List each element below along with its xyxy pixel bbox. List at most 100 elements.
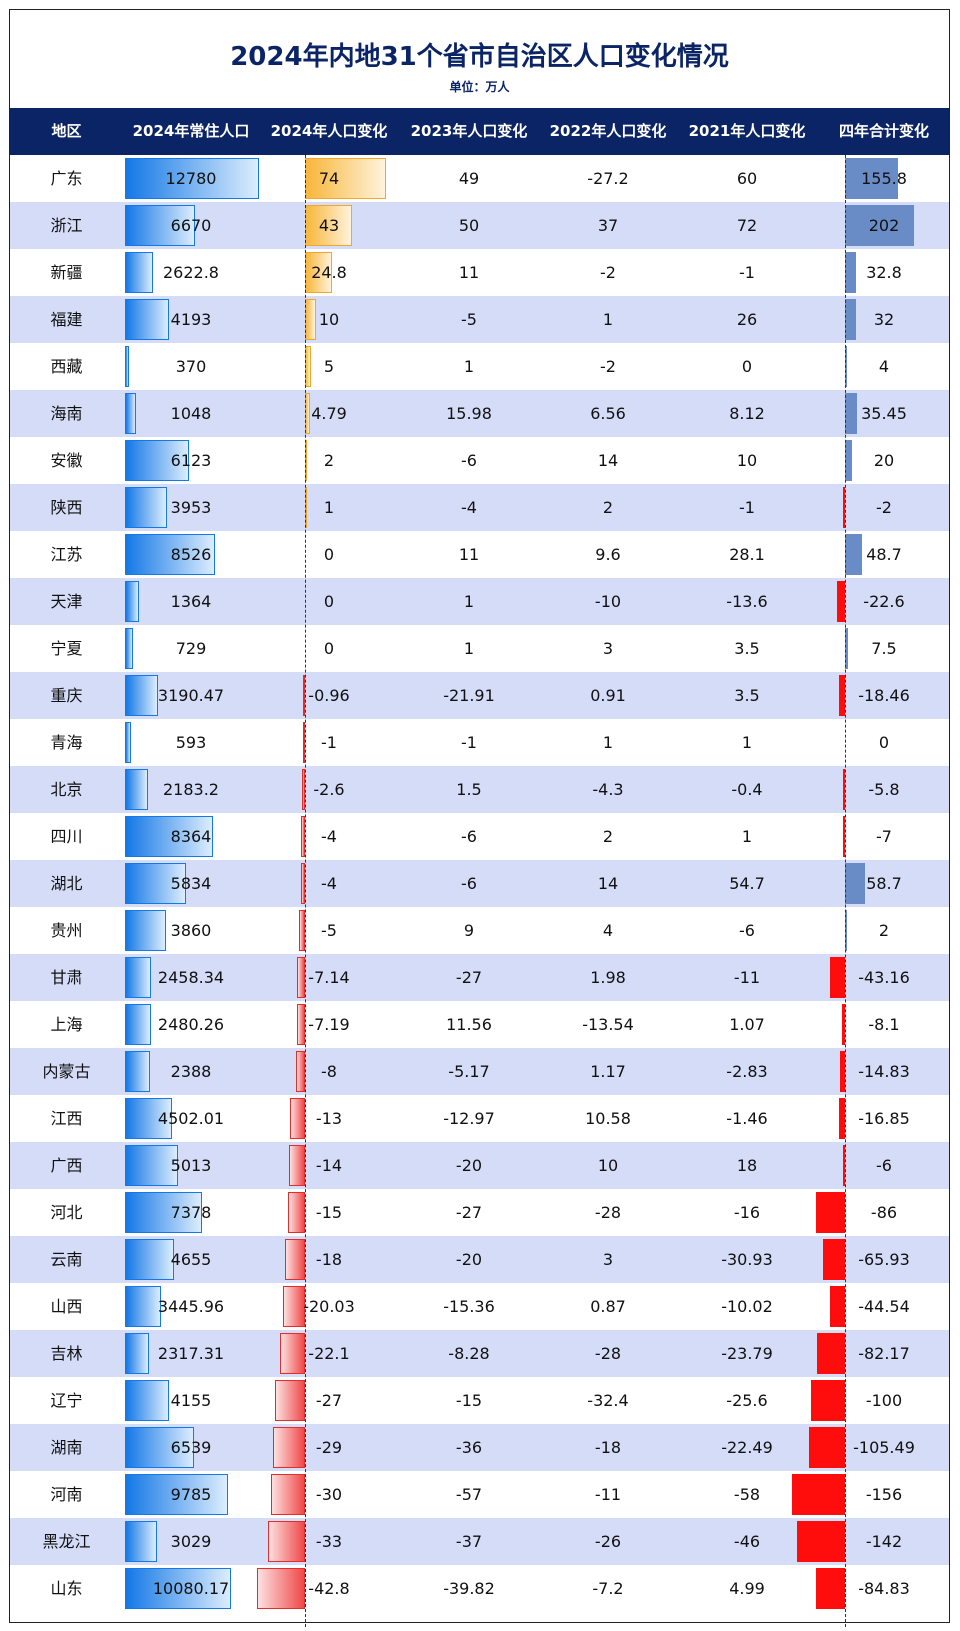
total-change-bar bbox=[845, 158, 898, 199]
population-bar bbox=[125, 1521, 157, 1562]
population-bar bbox=[125, 252, 153, 293]
change-2021-cell: 18 bbox=[736, 1156, 758, 1175]
change-2023-cell: 15.98 bbox=[446, 404, 492, 423]
change-2021-cell: -10.02 bbox=[721, 1297, 773, 1316]
population-cell: 593 bbox=[175, 733, 207, 752]
population-cell: 3190.47 bbox=[157, 686, 225, 705]
change-2024-bar bbox=[274, 1380, 305, 1421]
total-change-cell: -156 bbox=[865, 1485, 903, 1504]
change-2023-cell: -20 bbox=[455, 1250, 483, 1269]
change-2024-bar bbox=[297, 957, 305, 998]
change-2021-cell: 3.5 bbox=[734, 686, 760, 705]
population-cell: 9785 bbox=[170, 1485, 212, 1504]
population-cell: 1048 bbox=[170, 404, 212, 423]
change-2024-cell: -18 bbox=[315, 1250, 343, 1269]
table-row: 青海 593 -1 -1 1 1 0 bbox=[10, 719, 949, 766]
header-change-2022: 2022年人口变化 bbox=[549, 122, 667, 140]
table-row: 河南 9785 -30 -57 -11 -58 -156 bbox=[10, 1471, 949, 1518]
total-change-bar bbox=[816, 1568, 845, 1609]
change-2023-cell: 1 bbox=[463, 357, 475, 376]
population-cell: 7378 bbox=[170, 1203, 212, 1222]
table-row: 新疆 2622.8 24.8 11 -2 -1 32.8 bbox=[10, 249, 949, 296]
unit-subtitle: 单位：万人 bbox=[449, 80, 510, 94]
change-2022-cell: 10 bbox=[597, 1156, 619, 1175]
change-2024-cell: 0 bbox=[323, 545, 335, 564]
change-2023-cell: -21.91 bbox=[443, 686, 495, 705]
change-2024-cell: -30 bbox=[315, 1485, 343, 1504]
change-2021-cell: -1.46 bbox=[726, 1109, 768, 1128]
change-2024-cell: -7.19 bbox=[308, 1015, 350, 1034]
total-change-cell: -5.8 bbox=[868, 780, 900, 799]
change-2024-cell: 0 bbox=[323, 639, 335, 658]
population-cell: 1364 bbox=[170, 592, 212, 611]
population-bar bbox=[125, 675, 159, 716]
change-2023-cell: -6 bbox=[461, 451, 477, 470]
table-row: 浙江 6670 43 50 37 72 202 bbox=[10, 202, 949, 249]
population-cell: 6670 bbox=[170, 216, 212, 235]
change-2024-bar bbox=[299, 910, 305, 951]
region-cell: 吉林 bbox=[50, 1344, 83, 1363]
total-change-cell: -2 bbox=[876, 498, 892, 517]
change-2022-cell: 2 bbox=[602, 827, 614, 846]
population-cell: 10080.17 bbox=[152, 1579, 230, 1598]
change-2022-cell: 1 bbox=[602, 310, 614, 329]
change-2024-cell: -0.96 bbox=[308, 686, 350, 705]
region-cell: 浙江 bbox=[50, 216, 83, 235]
population-bar bbox=[125, 1239, 174, 1280]
population-bar bbox=[125, 1474, 228, 1515]
population-cell: 5834 bbox=[170, 874, 212, 893]
population-bar bbox=[125, 722, 132, 763]
change-2024-cell: -13 bbox=[315, 1109, 343, 1128]
change-2021-cell: -11 bbox=[733, 968, 761, 987]
change-2023-cell: 9 bbox=[463, 921, 475, 940]
total-change-cell: -142 bbox=[865, 1532, 903, 1551]
population-bar bbox=[125, 440, 190, 481]
population-bar bbox=[125, 769, 148, 810]
total-change-bar bbox=[845, 534, 862, 575]
change-2022-cell: 1.98 bbox=[590, 968, 626, 987]
change-2022-cell: 6.56 bbox=[590, 404, 626, 423]
total-change-bar bbox=[843, 487, 845, 528]
total-change-cell: -14.83 bbox=[858, 1062, 910, 1081]
population-bar bbox=[125, 910, 166, 951]
change-2022-cell: -28 bbox=[594, 1203, 622, 1222]
change-2024-cell: 5 bbox=[323, 357, 335, 376]
region-cell: 贵州 bbox=[50, 921, 83, 940]
population-bar bbox=[125, 957, 151, 998]
population-cell: 3029 bbox=[170, 1532, 212, 1551]
table-row: 山东 10080.17 -42.8 -39.82 -7.2 4.99 -84.83 bbox=[10, 1565, 949, 1612]
header-four-year-total: 四年合计变化 bbox=[838, 122, 929, 140]
total-change-cell: 202 bbox=[868, 216, 900, 235]
region-cell: 江西 bbox=[50, 1109, 83, 1128]
total-change-bar bbox=[845, 863, 865, 904]
change-2022-cell: 37 bbox=[597, 216, 619, 235]
change-2023-cell: -57 bbox=[455, 1485, 483, 1504]
change-2024-cell: -8 bbox=[321, 1062, 337, 1081]
change-2024-cell: -22.1 bbox=[308, 1344, 350, 1363]
change-2023-cell: -15 bbox=[455, 1391, 483, 1410]
change-2024-bar bbox=[268, 1521, 305, 1562]
change-2023-cell: -39.82 bbox=[443, 1579, 495, 1598]
change-2024-bar bbox=[300, 816, 305, 857]
change-2021-cell: -13.6 bbox=[726, 592, 768, 611]
change-2022-cell: 1 bbox=[602, 733, 614, 752]
population-cell: 4155 bbox=[170, 1391, 212, 1410]
change-2022-cell: -27.2 bbox=[587, 169, 629, 188]
change-2022-cell: 3 bbox=[602, 639, 614, 658]
table-row: 北京 2183.2 -2.6 1.5 -4.3 -0.4 -5.8 bbox=[10, 766, 949, 813]
change-2022-cell: -7.2 bbox=[592, 1579, 624, 1598]
table-row: 辽宁 4155 -27 -15 -32.4 -25.6 -100 bbox=[10, 1377, 949, 1424]
change-2024-cell: -27 bbox=[315, 1391, 343, 1410]
total-change-cell: -8.1 bbox=[868, 1015, 900, 1034]
change-2023-cell: -27 bbox=[455, 968, 483, 987]
change-2024-cell: -7.14 bbox=[308, 968, 350, 987]
table-row: 黑龙江 3029 -33 -37 -26 -46 -142 bbox=[10, 1518, 949, 1565]
table-row: 福建 4193 10 -5 1 26 32 bbox=[10, 296, 949, 343]
change-2024-cell: -15 bbox=[315, 1203, 343, 1222]
region-cell: 云南 bbox=[50, 1250, 83, 1269]
change-2021-cell: 0 bbox=[741, 357, 753, 376]
change-2021-cell: 1 bbox=[741, 827, 753, 846]
region-cell: 海南 bbox=[50, 404, 83, 423]
region-cell: 重庆 bbox=[50, 686, 83, 705]
population-cell: 8364 bbox=[170, 827, 212, 846]
